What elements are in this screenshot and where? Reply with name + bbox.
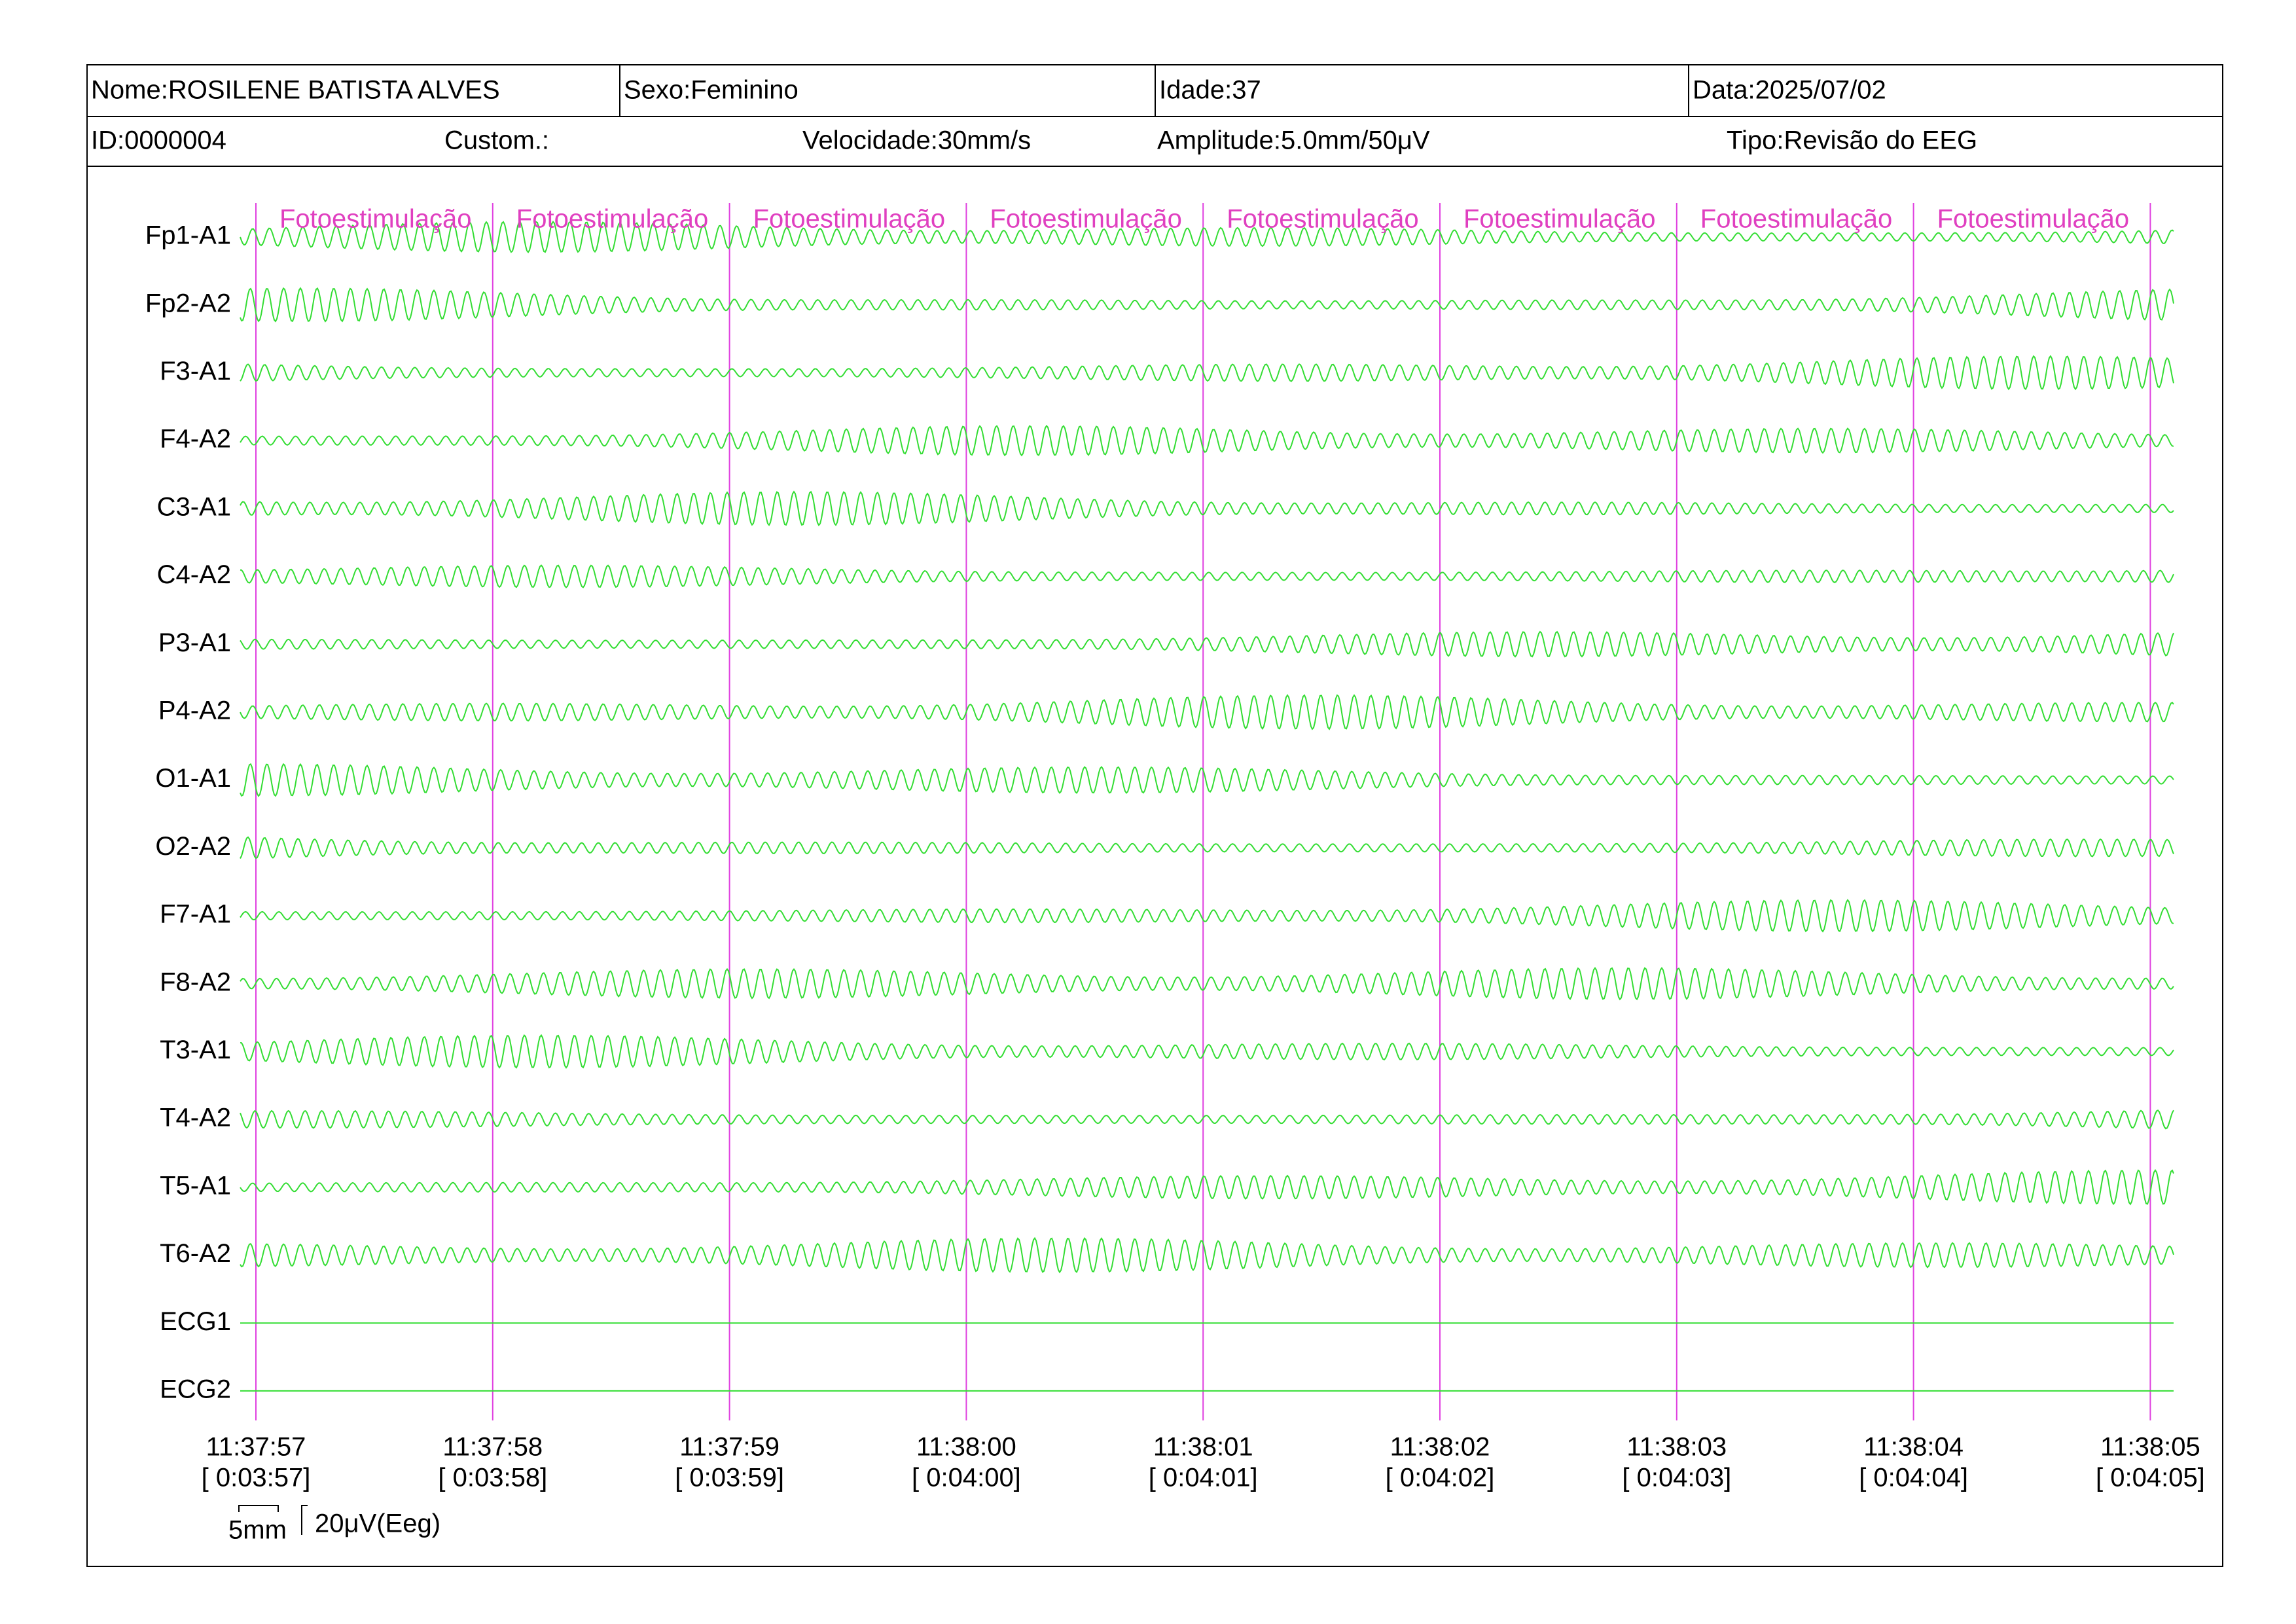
annotation: Fotoestimulação: [753, 205, 945, 234]
time-clock: 11:37:58: [442, 1433, 543, 1462]
channel-label: T3-A1: [160, 1036, 231, 1064]
amplitude: Amplitude:5.0mm/50μV: [1157, 126, 1430, 155]
channel-label: P4-A2: [158, 696, 231, 725]
time-elapsed: [ 0:03:59]: [675, 1464, 784, 1492]
channel-label: T6-A2: [160, 1239, 231, 1268]
channel-label: C4-A2: [157, 560, 231, 589]
eeg-trace: [240, 221, 2174, 253]
eeg-trace: [240, 1168, 2174, 1206]
channel-label: F7-A1: [160, 900, 231, 929]
time-clock: 11:38:01: [1153, 1433, 1253, 1462]
time-clock: 11:38:05: [2100, 1433, 2200, 1462]
channel-label: C3-A1: [157, 492, 231, 521]
channel-label: O1-A1: [155, 764, 231, 793]
time-elapsed: [ 0:04:02]: [1386, 1464, 1495, 1492]
eeg-trace: [240, 967, 2174, 1001]
amplitude-scale: 20μV(Eeg): [315, 1509, 440, 1538]
time-elapsed: [ 0:03:58]: [438, 1464, 547, 1492]
time-elapsed: [ 0:04:05]: [2096, 1464, 2205, 1492]
patient-id: ID:0000004: [91, 126, 226, 155]
time-clock: 11:38:04: [1863, 1433, 1964, 1462]
channel-label: F8-A2: [160, 967, 231, 996]
channel-label: T4-A2: [160, 1104, 231, 1132]
eeg-trace: [240, 763, 2174, 797]
time-scale-bar: [238, 1505, 279, 1512]
eeg-trace: [240, 630, 2174, 658]
outer-frame: [86, 64, 2223, 1567]
patient-sex: Sexo:Feminino: [624, 76, 798, 105]
speed: Velocidade:30mm/s: [802, 126, 1031, 155]
eeg-trace: [240, 564, 2174, 588]
time-elapsed: [ 0:04:00]: [912, 1464, 1021, 1492]
eeg-trace: [240, 1034, 2174, 1069]
annotation: Fotoestimulação: [1227, 205, 1418, 234]
annotation: Fotoestimulação: [516, 205, 708, 234]
channel-label: Fp1-A1: [145, 221, 231, 250]
time-clock: 11:38:03: [1626, 1433, 1727, 1462]
annotation: Fotoestimulação: [1463, 205, 1655, 234]
time-clock: 11:37:59: [679, 1433, 780, 1462]
amp-scale-bar: [301, 1505, 308, 1535]
annotation: Fotoestimulação: [1937, 205, 2129, 234]
eeg-trace: [240, 490, 2174, 527]
channel-label: F3-A1: [160, 357, 231, 386]
time-elapsed: [ 0:04:01]: [1149, 1464, 1258, 1492]
channel-label: O2-A2: [155, 832, 231, 861]
eeg-trace: [240, 287, 2174, 323]
channel-label: T5-A1: [160, 1171, 231, 1200]
channel-label: ECG1: [160, 1307, 231, 1336]
eeg-trace: [240, 1236, 2174, 1274]
exam-type: Tipo:Revisão do EEG: [1727, 126, 1977, 155]
annotation: Fotoestimulação: [1700, 205, 1892, 234]
custom-field: Custom.:: [444, 126, 549, 155]
exam-date: Data:2025/07/02: [1693, 76, 1886, 105]
channel-label: ECG2: [160, 1375, 231, 1403]
annotation: Fotoestimulação: [279, 205, 471, 234]
time-scale: 5mm: [228, 1516, 287, 1545]
eeg-trace: [240, 836, 2174, 859]
time-clock: 11:37:57: [206, 1433, 306, 1462]
time-elapsed: [ 0:04:03]: [1622, 1464, 1731, 1492]
channel-label: P3-A1: [158, 628, 231, 657]
eeg-trace: [240, 899, 2174, 933]
eeg-trace: [240, 694, 2174, 731]
patient-name: Nome:ROSILENE BATISTA ALVES: [91, 76, 500, 105]
patient-age: Idade:37: [1159, 76, 1261, 105]
channel-label: Fp2-A2: [145, 289, 231, 317]
time-clock: 11:38:00: [916, 1433, 1016, 1462]
eeg-trace: [240, 1110, 2174, 1130]
time-elapsed: [ 0:04:04]: [1859, 1464, 1968, 1492]
channel-label: F4-A2: [160, 425, 231, 454]
time-elapsed: [ 0:03:57]: [202, 1464, 311, 1492]
eeg-trace: [240, 424, 2174, 457]
time-clock: 11:38:02: [1390, 1433, 1490, 1462]
annotation: Fotoestimulação: [990, 205, 1181, 234]
eeg-trace: [240, 355, 2174, 391]
